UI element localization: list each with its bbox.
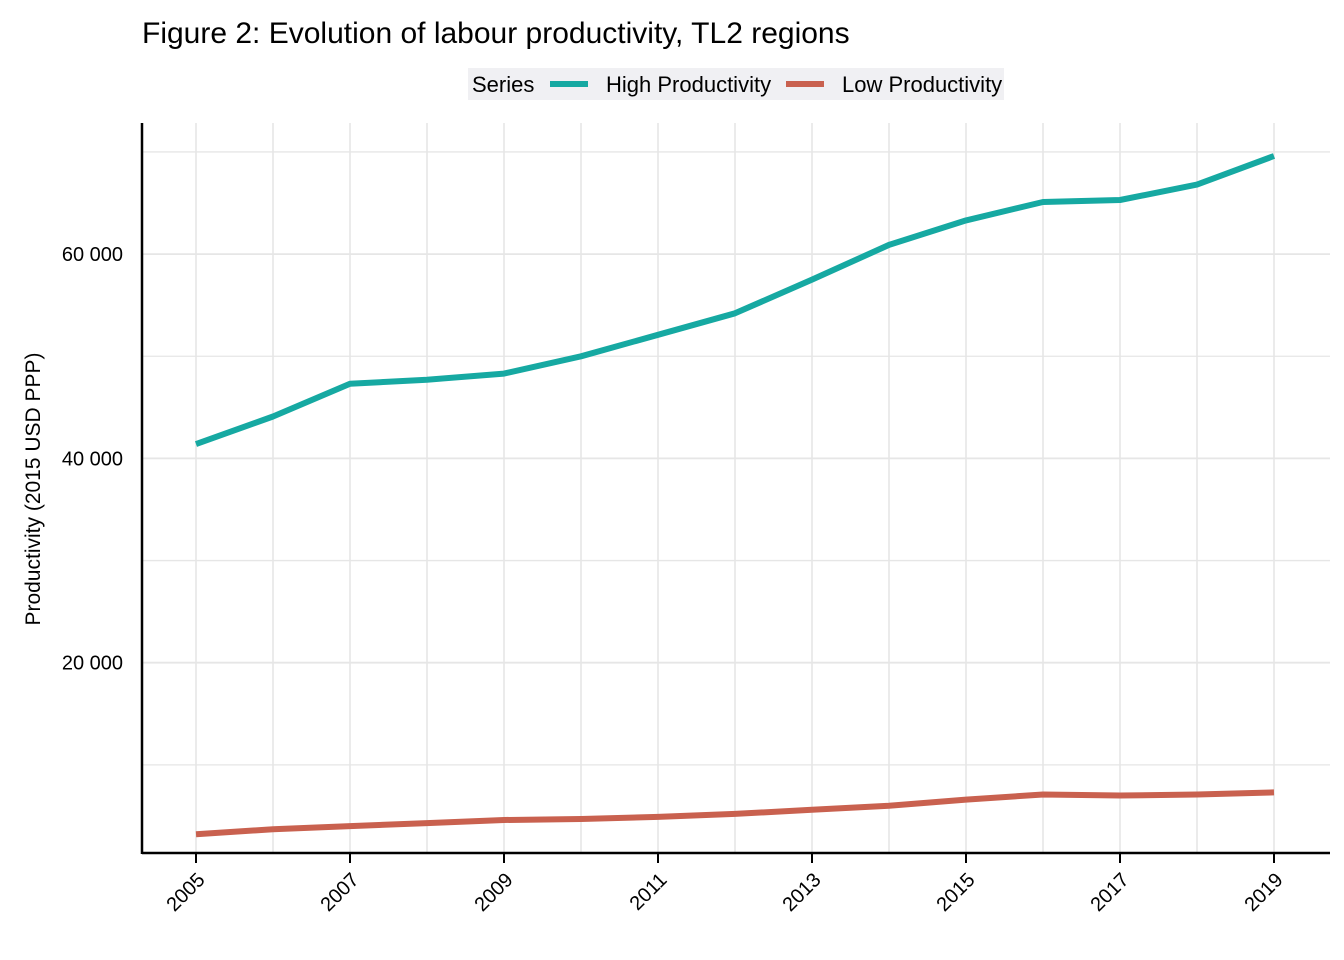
legend-label: Low Productivity [842,72,1002,97]
series-lines [194,153,1276,838]
legend-title: Series [472,72,534,97]
x-tick-label: 2017 [1087,869,1134,916]
x-tick-label: 2007 [317,869,364,916]
x-tick-label: 2005 [163,869,210,916]
y-axis-title: Productivity (2015 USD PPP) [22,352,45,625]
x-tick-label: 2013 [779,869,826,916]
y-tick-label: 20 000 [62,653,123,675]
x-tick-label: 2019 [1241,869,1288,916]
series-line-low-productivity [195,789,1275,838]
x-tick-label: 2015 [933,869,980,916]
y-tick-label: 60 000 [62,244,123,266]
x-tick-label: 2011 [626,869,672,915]
gridlines [142,123,1330,853]
legend: Series High Productivity Low Productivity [468,68,1004,100]
chart-title: Figure 2: Evolution of labour productivi… [142,17,850,50]
legend-label: High Productivity [606,72,771,97]
series-line-high-productivity [194,153,1276,447]
x-tick-label: 2009 [471,869,518,916]
y-tick-label: 40 000 [62,448,123,470]
